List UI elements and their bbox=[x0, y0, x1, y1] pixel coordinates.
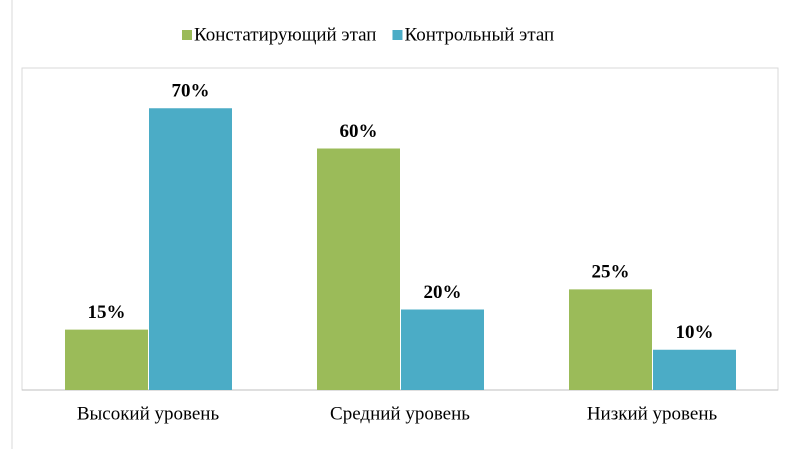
value-label: 60% bbox=[340, 121, 378, 142]
bar bbox=[149, 108, 232, 390]
x-tick-label: Низкий уровень bbox=[587, 403, 718, 424]
legend-label: Констатирующий этап bbox=[194, 24, 376, 45]
legend-swatch bbox=[182, 30, 192, 40]
bar bbox=[653, 349, 736, 390]
bar bbox=[401, 309, 484, 390]
value-label: 25% bbox=[592, 262, 630, 283]
bar bbox=[317, 148, 400, 390]
bar bbox=[569, 289, 652, 390]
legend-label: Контрольный этап bbox=[404, 24, 554, 45]
bar bbox=[65, 329, 148, 390]
value-label: 20% bbox=[424, 282, 462, 303]
value-label: 15% bbox=[88, 302, 126, 323]
value-label: 70% bbox=[172, 81, 210, 102]
x-tick-label: Высокий уровень bbox=[77, 403, 220, 424]
x-tick-label: Средний уровень bbox=[330, 403, 470, 424]
value-label: 10% bbox=[676, 322, 714, 343]
legend-swatch bbox=[392, 30, 403, 40]
